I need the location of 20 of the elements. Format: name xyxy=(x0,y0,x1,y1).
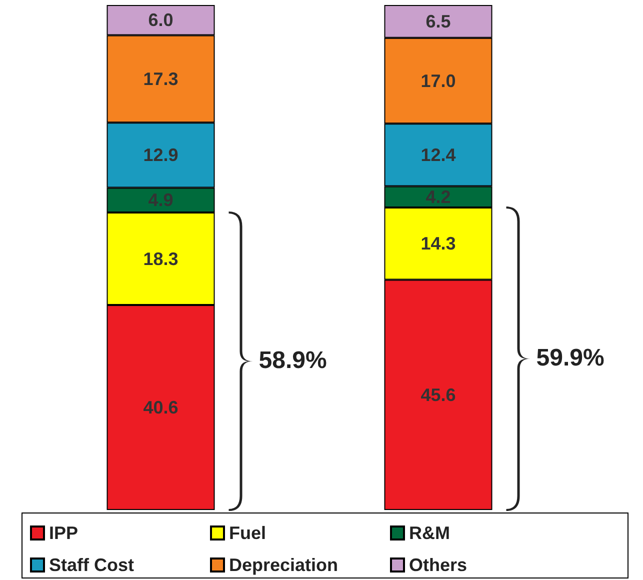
data-label: 4.9 xyxy=(148,190,174,210)
data-label: 45.6 xyxy=(420,384,456,405)
data-label: 4.2 xyxy=(426,186,451,207)
legend-label: Fuel xyxy=(229,523,266,543)
legend-label: Depreciation xyxy=(229,555,338,575)
data-label: 12.4 xyxy=(420,144,456,165)
legend-label: Others xyxy=(409,555,468,575)
data-label: 6.0 xyxy=(148,10,174,30)
data-label: 18.3 xyxy=(143,248,178,269)
data-label: 12.9 xyxy=(143,145,178,166)
legend-label: R&M xyxy=(409,523,450,543)
data-label: 17.3 xyxy=(143,68,178,89)
annotation: 58.9% xyxy=(258,346,327,374)
annotation: 59.9% xyxy=(536,344,604,372)
data-label: 40.6 xyxy=(143,397,178,418)
legend-label: IPP xyxy=(49,523,78,543)
legend-label: Staff Cost xyxy=(49,555,134,575)
data-label: 6.5 xyxy=(426,11,451,32)
data-label: 14.3 xyxy=(420,234,456,254)
data-label: 17.0 xyxy=(420,70,456,91)
